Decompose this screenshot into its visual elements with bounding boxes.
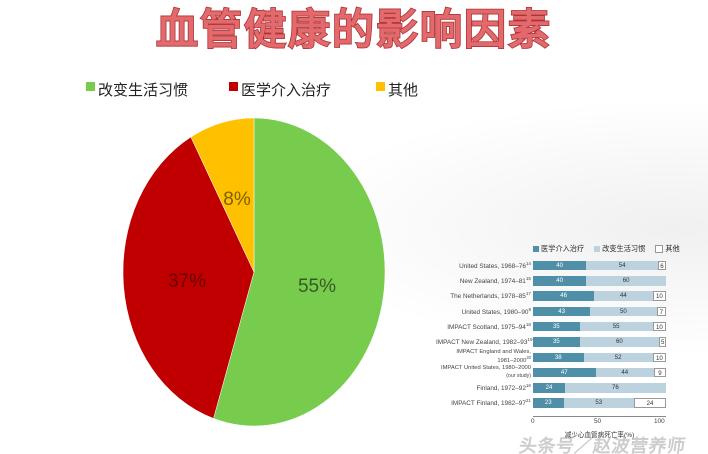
- svg-text:37%: 37%: [168, 271, 206, 292]
- svg-text:8%: 8%: [223, 189, 251, 210]
- svg-text:55%: 55%: [298, 276, 336, 297]
